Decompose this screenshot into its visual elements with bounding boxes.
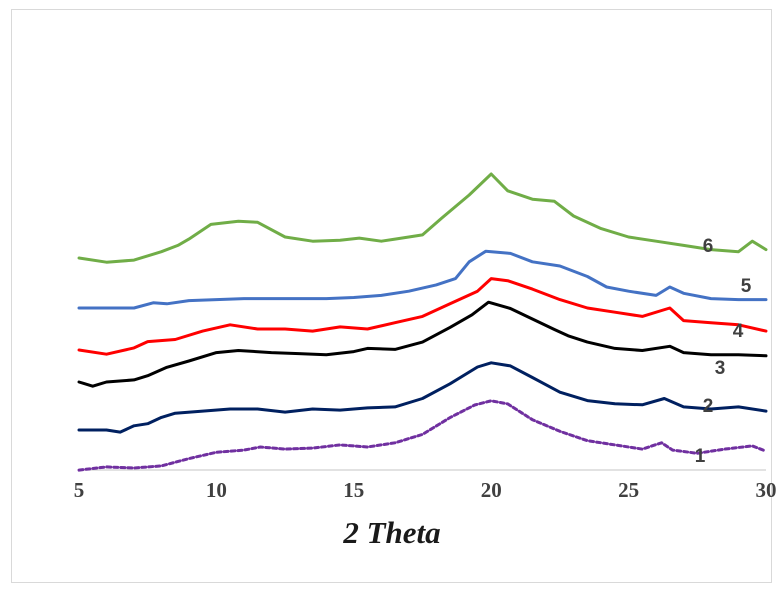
series-label-5: 5: [741, 276, 752, 297]
x-tick-label: 20: [481, 478, 502, 502]
series-6-line: [79, 174, 766, 262]
series-5-line: [79, 251, 766, 308]
series-2-line: [79, 363, 766, 432]
x-tick-label: 15: [343, 478, 364, 502]
x-tick-label: 25: [618, 478, 639, 502]
series-label-6: 6: [703, 236, 714, 257]
x-tick-label: 10: [206, 478, 227, 502]
series-label-3: 3: [715, 358, 726, 379]
x-tick-labels: 5 10 15 20 25 30: [74, 478, 777, 502]
series-labels: 1 234 5 6: [695, 236, 752, 467]
series-layer: [79, 174, 766, 470]
x-axis-title: 2 Theta: [0, 515, 784, 551]
series-label-2: 2: [703, 396, 714, 417]
series-label-1: 1: [695, 446, 706, 467]
series-label-4: 4: [733, 321, 744, 342]
x-tick-label: 5: [74, 478, 85, 502]
x-tick-label: 30: [756, 478, 777, 502]
